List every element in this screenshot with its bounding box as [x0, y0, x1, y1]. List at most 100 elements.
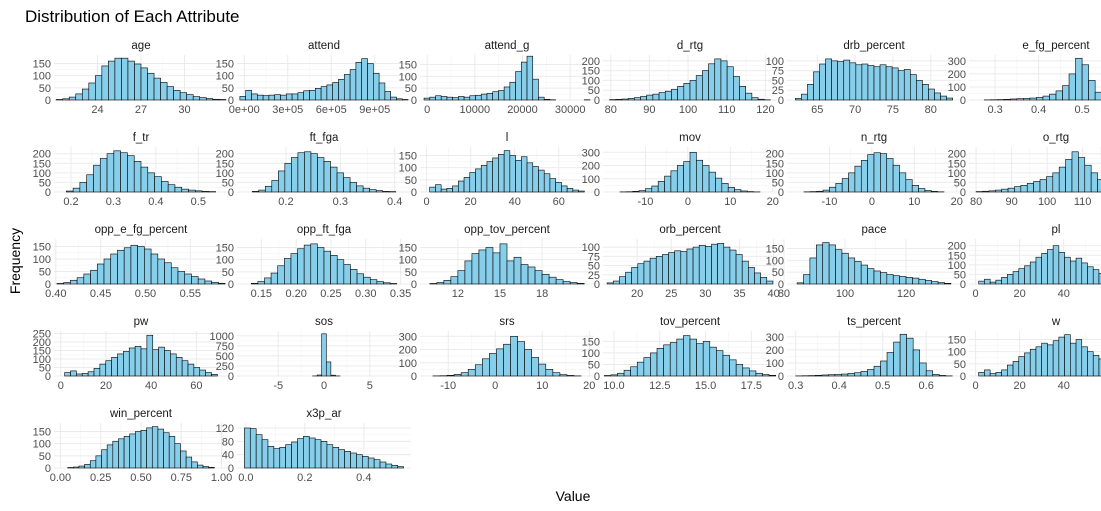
x-tick-label: 10 [908, 196, 920, 208]
y-tick-label: 100 [399, 71, 417, 83]
x-tick-label: 27 [135, 104, 147, 116]
histogram-bar [689, 338, 697, 377]
histogram-bar [310, 243, 318, 285]
y-tick-label: 750 [216, 341, 234, 353]
histogram-bar [669, 342, 678, 377]
y-tick-label: 200 [216, 149, 234, 161]
histogram-bar [1052, 340, 1060, 377]
x-tick-label: 0.40 [45, 288, 66, 300]
histogram-bar [816, 244, 824, 285]
y-tick-label: 0 [45, 95, 51, 107]
histogram-bar [543, 173, 551, 193]
histogram-bar [873, 365, 881, 377]
histogram-bar [464, 260, 473, 285]
histogram-bar [106, 153, 115, 193]
facet-label: ft_fga [310, 132, 339, 144]
y-tick-label: 200 [766, 149, 784, 161]
x-tick-label: 110 [718, 104, 736, 116]
histogram-bar [729, 249, 737, 285]
histogram-bar [741, 260, 749, 285]
y-tick-label: 50 [588, 359, 600, 371]
y-tick-label: 0 [411, 95, 417, 107]
histogram-bar [284, 162, 292, 193]
facet-label: attend_g [485, 40, 530, 52]
histogram-bar [197, 464, 204, 469]
histogram-bar [649, 257, 657, 285]
histogram-bar [1070, 260, 1077, 285]
y-tick-label: 150 [948, 250, 966, 262]
histogram-bar [79, 182, 87, 193]
histogram-bar [350, 269, 358, 285]
histogram-bar [561, 185, 568, 193]
x-tick-label: 120 [897, 288, 915, 300]
histogram-bar [108, 60, 116, 101]
y-tick-label: 50 [39, 83, 51, 95]
y-tick-label: 100 [766, 56, 784, 68]
x-tick-label: 35 [733, 288, 745, 300]
histogram-bar [499, 243, 508, 285]
histogram-bar [886, 158, 894, 193]
histogram-bar [726, 66, 734, 101]
histogram-bar [435, 184, 442, 193]
x-tick-label: 18 [536, 288, 548, 300]
histogram-bar [475, 168, 482, 193]
histogram-bar [645, 188, 653, 193]
histogram-bar [548, 276, 557, 285]
facet-label: pace [862, 224, 887, 236]
y-tick-label: 300 [399, 331, 417, 343]
histogram-bar [1092, 269, 1100, 285]
histogram-bar [469, 95, 476, 101]
histogram-bar [356, 454, 363, 469]
histogram-bar [446, 188, 453, 193]
histogram-bar [163, 432, 170, 469]
histogram-bar [70, 370, 77, 377]
histogram-bar [76, 277, 85, 285]
histogram-bar [520, 264, 529, 285]
histogram-bar [813, 71, 820, 101]
histogram-bar [267, 446, 275, 469]
histogram-bar [179, 92, 187, 101]
histogram-bar [995, 279, 1002, 285]
histogram-bar [1064, 256, 1071, 285]
histogram-bar [177, 271, 186, 285]
facet-label: tov_percent [660, 316, 721, 328]
x-tick-label: 80 [970, 196, 982, 208]
histogram-bar [515, 71, 522, 101]
histogram-bar [205, 372, 212, 377]
histogram-bar [457, 270, 466, 285]
histogram-bar [634, 97, 641, 101]
histogram-bar [531, 357, 540, 377]
histogram-bar [314, 88, 322, 101]
histogram-bar [931, 281, 939, 285]
histogram-bar [989, 281, 997, 285]
histogram-bar [186, 94, 194, 101]
histogram-bar [140, 166, 149, 193]
histogram-bar [696, 159, 704, 193]
histogram-bar [723, 246, 731, 285]
histogram-bar [1016, 98, 1024, 101]
histogram-bar [1023, 98, 1031, 101]
facet-label: mov [679, 132, 701, 144]
facet-label: x3p_ar [306, 408, 341, 420]
y-tick-label: 0 [228, 279, 234, 291]
histogram-bar [458, 180, 465, 193]
histogram-bar [336, 172, 344, 193]
histogram-bar [860, 264, 868, 285]
y-tick-label: 50 [405, 83, 417, 95]
histogram-bar [545, 369, 554, 377]
histogram-bar [297, 438, 304, 469]
x-tick-label: 20 [631, 288, 643, 300]
histogram-bar [170, 267, 179, 285]
histogram-bar [164, 262, 172, 285]
x-tick-label: 20 [1014, 288, 1026, 300]
histogram-bar [239, 96, 246, 101]
histogram-bar [96, 263, 105, 285]
y-tick-label: 150 [582, 66, 600, 78]
y-tick-label: 80 [222, 436, 234, 448]
histogram-bar [140, 348, 148, 377]
y-tick-label: 200 [33, 337, 51, 349]
